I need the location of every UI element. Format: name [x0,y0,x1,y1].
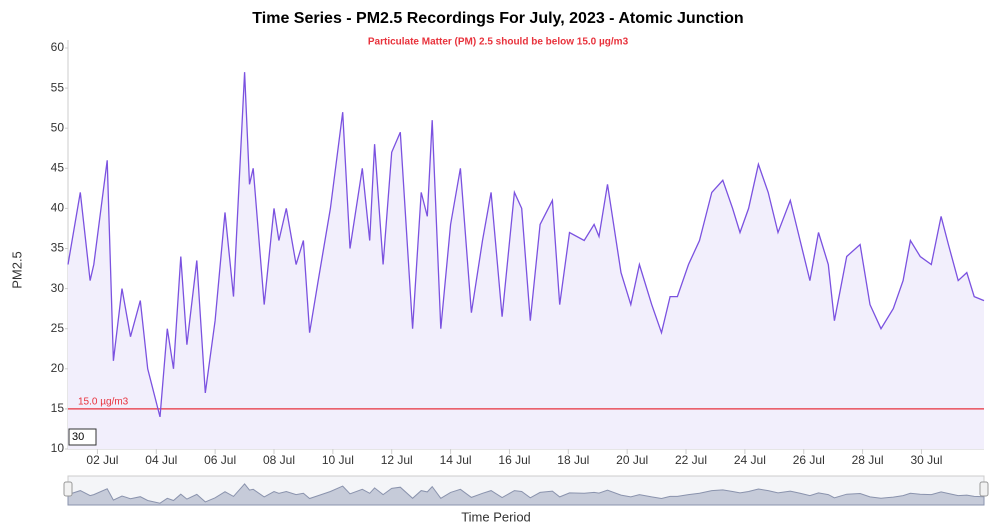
y-tick-label: 15 [51,401,65,415]
navigator-handle [63,481,73,497]
y-tick-label: 40 [51,201,65,215]
x-tick-label: 12 Jul [381,453,413,467]
x-tick-label: 10 Jul [322,453,354,467]
x-tick-label: 06 Jul [204,453,236,467]
x-tick-label: 30 Jul [910,453,942,467]
chart-subtitle: Particulate Matter (PM) 2.5 should be be… [368,37,629,48]
x-tick-label: 08 Jul [263,453,295,467]
x-tick-label: 04 Jul [145,453,177,467]
threshold-label: 15.0 µg/m3 [78,397,129,408]
y-tick-label: 35 [51,241,65,255]
x-tick-label: 22 Jul [675,453,707,467]
x-tick-label: 02 Jul [86,453,118,467]
range-input: 30 [72,431,84,443]
y-tick-label: 20 [51,361,65,375]
area [68,72,984,449]
x-tick-label: 24 Jul [734,453,766,467]
x-tick-label: 18 Jul [557,453,589,467]
range-input-box [68,428,97,446]
x-axis-label: Time Period [461,509,531,524]
x-tick-label: 28 Jul [852,453,884,467]
y-tick-label: 45 [51,160,65,174]
x-tick-label: 16 Jul [498,453,530,467]
x-tick-label: 20 Jul [616,453,648,467]
y-axis-label: PM2.5 [9,251,24,289]
navigator-area [67,483,985,506]
y-tick-label: 25 [51,321,65,335]
line [67,72,985,418]
y-tick-label: 55 [51,80,65,94]
y-tick-label: 60 [51,40,65,54]
chart-title: Time Series - PM2.5 Recordings For July,… [252,10,743,27]
y-tick-label: 50 [51,120,65,134]
y-tick-label: 30 [51,281,65,295]
navigator-handle [979,481,989,497]
y-tick-label: 10 [51,441,65,455]
x-tick-label: 14 Jul [440,453,472,467]
x-tick-label: 26 Jul [793,453,825,467]
